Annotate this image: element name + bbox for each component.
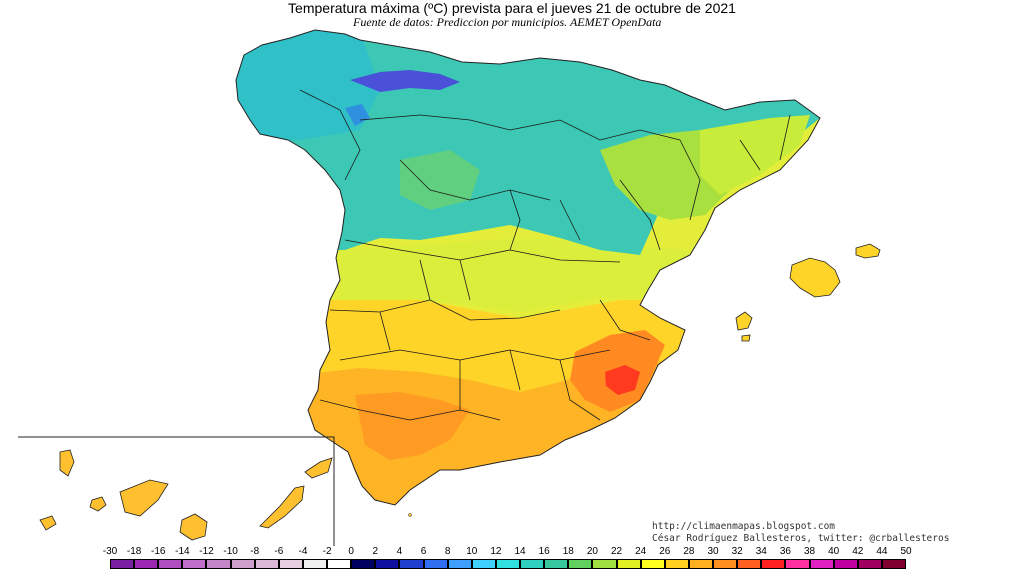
legend-swatch [616, 559, 641, 569]
legend-swatch [327, 559, 352, 569]
canary-inset-frame [18, 436, 335, 546]
legend-tick-label: 2 [372, 546, 379, 557]
legend-swatch [447, 559, 472, 569]
legend-swatch [351, 559, 376, 569]
legend-swatch [688, 559, 714, 569]
ibiza-island [735, 311, 753, 331]
legend-swatch [761, 559, 786, 569]
legend-tick-label: 40 [828, 546, 840, 557]
cantabrian-peaks [350, 70, 460, 92]
central-plateau-zone [340, 238, 690, 312]
legend-tick-label: 26 [659, 546, 671, 557]
formentera-island [741, 334, 751, 342]
legend-swatch [110, 559, 135, 569]
alboran-islet [408, 513, 412, 517]
lanzarote-island [304, 457, 333, 479]
legend-tick-label: -2 [322, 546, 332, 557]
legend-tick-label: 4 [396, 546, 403, 557]
legend-swatch [664, 559, 689, 569]
legend-tick-label: -18 [126, 546, 142, 557]
legend-tick-label: 36 [779, 546, 791, 557]
legend-swatch [182, 559, 207, 569]
castile-green-patch [400, 150, 480, 210]
map-title: Temperatura máxima (ºC) prevista para el… [288, 0, 736, 16]
legend-swatch [857, 559, 882, 569]
legend-swatch [158, 559, 183, 569]
legend-swatch [495, 559, 521, 569]
legend-swatch [737, 559, 762, 569]
murcia-hotspot [605, 365, 640, 395]
tenerife-island [119, 479, 169, 517]
legend-tick-label: 42 [852, 546, 864, 557]
legend-tick-label: 24 [635, 546, 647, 557]
color-scale-legend: -30 -18 -16 -14 -12 -10 -8 -6 -4 -2 0 2 4 6 8 10 12 14 16 1… [0, 546, 1024, 576]
legend-swatch [785, 559, 810, 569]
legend-swatch [809, 559, 834, 569]
legend-swatch [423, 559, 448, 569]
legend-tick-label: 38 [803, 546, 816, 557]
legend-tick-label: -14 [175, 546, 190, 557]
legend-swatch [833, 559, 858, 569]
northwest-cool-zone [236, 30, 380, 140]
legend-tick-label: 18 [562, 546, 574, 557]
legend-tick-label: 8 [444, 546, 451, 557]
legend-tick-label: 20 [586, 546, 598, 557]
la-gomera-island [89, 496, 107, 512]
province-borders [299, 89, 791, 421]
legend-tick-label: -8 [250, 546, 260, 557]
legend-tick-label: -10 [223, 546, 238, 557]
legend-swatch [568, 559, 593, 569]
legend-swatch [713, 559, 738, 569]
legend-tick-label: 30 [707, 546, 719, 557]
legend-tick-label: 10 [466, 546, 478, 557]
legend-tick-label: 14 [514, 546, 526, 557]
canary-islands [39, 449, 333, 541]
legend-tick-label: 28 [683, 546, 695, 557]
legend-swatch [520, 559, 545, 569]
legend-tick-label: -30 [102, 546, 118, 557]
legend-tick-label: 22 [610, 546, 623, 557]
credits-author: César Rodríguez Ballesteros, twitter: @c… [652, 533, 950, 544]
legend-swatch [230, 559, 255, 569]
northeast-green-zone [700, 115, 810, 195]
legend-tick-label: 44 [876, 546, 888, 557]
legend-swatch [881, 559, 906, 569]
legend-swatch [544, 559, 569, 569]
legend-tick-label: 0 [348, 546, 354, 557]
legend-tick-label: 50 [900, 546, 912, 557]
legend-swatch [134, 559, 159, 569]
el-hierro-island [39, 515, 57, 531]
temperature-zones [236, 30, 820, 505]
fuerteventura-island [259, 485, 305, 529]
legend-tick-label: 6 [420, 546, 427, 557]
credits-url: http://climaenmapas.blogspot.com [652, 521, 836, 532]
legend-tick-label: -12 [199, 546, 214, 557]
legend-swatch [278, 559, 303, 569]
legend-swatch [206, 559, 231, 569]
map-subtitle: Fuente de datos: Prediccion por municipi… [353, 15, 662, 29]
legend-tick-label: 34 [755, 546, 767, 557]
gran-canaria-island [179, 513, 208, 541]
legend-swatch [399, 559, 424, 569]
legend-swatch [640, 559, 665, 569]
la-palma-island [59, 449, 75, 477]
legend-swatch [592, 559, 617, 569]
menorca-island [855, 243, 881, 259]
legend-swatch [302, 559, 328, 569]
legend-swatch [375, 559, 400, 569]
legend-tick-label: -4 [298, 546, 308, 557]
legend-swatch [471, 559, 496, 569]
legend-tick-label: 32 [731, 546, 743, 557]
guadalquivir-valley [355, 392, 470, 460]
mallorca-island [789, 257, 841, 298]
legend-tick-label: -16 [151, 546, 166, 557]
legend-swatch [254, 559, 279, 569]
cantabrian-peaks-west [345, 104, 370, 126]
legend-tick-label: 16 [538, 546, 550, 557]
legend-tick-label: 12 [490, 546, 502, 557]
legend-tick-label: -6 [274, 546, 284, 557]
credits: http://climaenmapas.blogspot.com César R… [652, 521, 949, 545]
